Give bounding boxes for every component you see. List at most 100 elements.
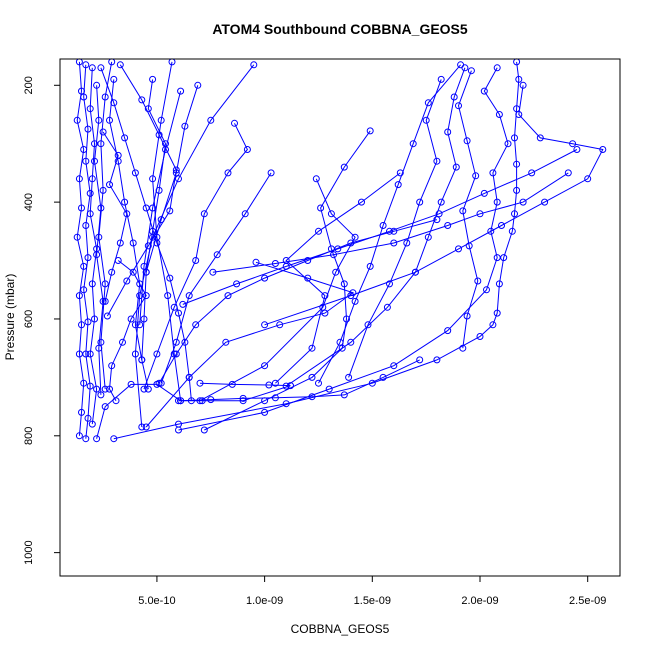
data-point <box>116 61 124 69</box>
data-point <box>93 251 101 259</box>
data-point <box>82 61 90 69</box>
data-point <box>379 222 387 229</box>
series-9 <box>157 169 275 387</box>
data-point <box>493 309 501 317</box>
data-point <box>390 227 398 235</box>
data-point <box>450 93 458 101</box>
series-layer <box>73 58 607 443</box>
data-point <box>110 75 118 83</box>
data-point <box>515 111 523 118</box>
data-point <box>185 373 193 381</box>
data-point <box>110 435 118 443</box>
series-31 <box>142 81 202 276</box>
data-point <box>78 408 85 416</box>
data-point <box>142 204 150 212</box>
data-point <box>459 207 467 215</box>
data-point <box>437 198 445 206</box>
data-point <box>584 175 592 183</box>
series-line <box>93 85 104 395</box>
series-line <box>83 64 91 439</box>
data-point <box>511 134 518 142</box>
data-point <box>459 344 467 352</box>
data-point <box>177 397 185 405</box>
data-point <box>99 297 107 305</box>
data-point <box>317 204 325 212</box>
data-point <box>304 274 312 282</box>
data-point <box>91 315 98 323</box>
data-point <box>433 157 441 165</box>
data-point <box>340 163 348 171</box>
data-point <box>84 254 92 262</box>
data-point <box>444 222 452 229</box>
data-point <box>82 157 90 165</box>
data-point <box>207 396 215 404</box>
data-point <box>108 362 116 370</box>
data-point <box>138 423 146 431</box>
series-3 <box>86 64 101 428</box>
data-point <box>416 198 424 206</box>
data-point <box>99 128 107 136</box>
data-point <box>142 268 150 276</box>
data-point <box>80 93 88 101</box>
data-point <box>172 169 180 177</box>
data-point <box>500 254 508 262</box>
data-point <box>127 380 135 388</box>
series-25 <box>93 379 294 443</box>
data-point <box>345 373 353 381</box>
data-point <box>162 146 169 153</box>
data-point <box>127 315 135 323</box>
series-24 <box>175 356 424 405</box>
series-line <box>285 67 466 387</box>
series-8 <box>140 119 251 393</box>
data-point <box>239 397 247 405</box>
data-point <box>88 64 96 72</box>
data-point <box>170 303 178 311</box>
data-point <box>93 81 101 89</box>
data-point <box>101 403 109 411</box>
data-point <box>129 268 137 276</box>
data-point <box>332 268 340 276</box>
data-point <box>84 414 92 422</box>
y-tick-label: 1000 <box>23 540 35 564</box>
data-point <box>308 344 316 352</box>
data-point <box>110 99 118 107</box>
series-7 <box>131 61 258 431</box>
data-point <box>172 350 180 358</box>
data-point <box>241 210 249 218</box>
data-point <box>93 435 101 443</box>
data-point <box>175 309 182 317</box>
data-point <box>86 350 94 358</box>
data-point <box>80 379 88 387</box>
data-point <box>123 277 131 285</box>
data-point <box>338 344 346 352</box>
data-point <box>116 239 124 247</box>
data-point <box>129 239 137 247</box>
data-point <box>149 175 157 183</box>
data-point <box>495 111 503 118</box>
data-point <box>364 321 372 329</box>
data-point <box>181 338 189 346</box>
series-line <box>212 172 569 273</box>
data-point <box>97 140 105 148</box>
series-line <box>318 64 461 384</box>
y-tick-label: 200 <box>23 76 35 94</box>
data-point <box>181 122 189 130</box>
data-point <box>351 297 359 305</box>
data-point <box>347 292 355 300</box>
data-point <box>455 102 462 110</box>
x-tick-label: 1.0e-09 <box>246 595 283 607</box>
series-line <box>108 260 147 401</box>
data-point <box>93 385 101 393</box>
data-point <box>508 227 516 235</box>
data-point <box>224 169 232 177</box>
data-point <box>495 280 503 288</box>
series-line <box>275 172 401 384</box>
data-point <box>99 186 107 194</box>
data-point <box>131 321 139 329</box>
series-23 <box>271 169 404 387</box>
data-point <box>86 382 94 390</box>
data-point <box>114 151 122 159</box>
data-point <box>175 420 182 428</box>
data-point <box>261 274 269 282</box>
